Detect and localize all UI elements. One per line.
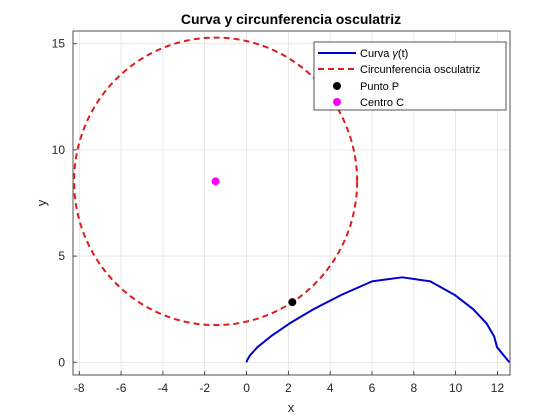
x-tick-label: 0 — [243, 381, 250, 395]
x-tick-label: 8 — [410, 381, 417, 395]
x-tick-label: -6 — [116, 381, 127, 395]
y-axis-label: y — [34, 199, 49, 206]
legend-curve-arg: (t) — [398, 48, 408, 60]
plot-area-border — [72, 30, 511, 376]
legend: Curva γ(t) Circunferencia osculatriz Pun… — [313, 41, 507, 111]
y-tick-label: 0 — [58, 355, 65, 369]
legend-point-label: Punto P — [360, 81, 399, 93]
series-point — [288, 298, 297, 307]
chart-title: Curva y circunferencia osculatriz — [181, 11, 401, 27]
x-tick-label: 10 — [449, 381, 463, 395]
legend-circle-label: Circunferencia osculatriz — [360, 64, 480, 76]
y-tick-label: 5 — [58, 249, 65, 263]
x-axis-ticks: -8 -6 -4 -2 0 2 4 6 8 10 12 — [74, 371, 505, 395]
legend-center-marker — [333, 98, 341, 106]
y-tick-label: 10 — [52, 143, 66, 157]
series-point — [211, 177, 220, 186]
series-curve — [245, 276, 511, 363]
x-tick-label: 6 — [369, 381, 376, 395]
x-tick-label: -2 — [199, 381, 210, 395]
x-tick-label: 2 — [285, 381, 292, 395]
legend-curve-label: Curva γ(t) — [360, 48, 408, 60]
x-tick-label: -4 — [158, 381, 169, 395]
x-tick-label: 12 — [491, 381, 505, 395]
legend-center-label: Centro C — [360, 97, 404, 109]
legend-curve-text: Curva — [360, 48, 392, 60]
y-tick-label: 15 — [52, 37, 66, 51]
x-tick-label: -8 — [74, 381, 85, 395]
series-layer — [73, 36, 511, 363]
x-tick-label: 4 — [327, 381, 334, 395]
x-axis-label: x — [288, 400, 295, 415]
legend-curve-symbol: γ — [392, 48, 399, 60]
legend-point-marker — [333, 82, 341, 90]
y-axis-ticks: 0 5 10 15 — [52, 37, 77, 369]
